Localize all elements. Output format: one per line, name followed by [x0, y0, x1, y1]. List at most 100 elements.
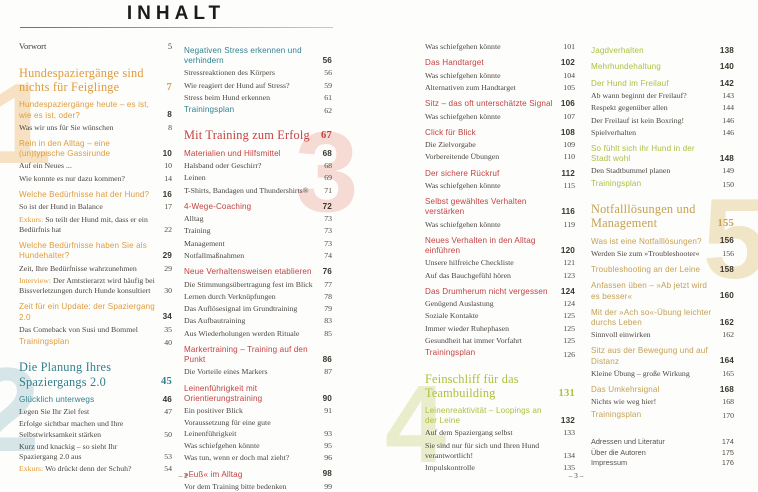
- toc-entry-page: 73: [324, 226, 332, 236]
- toc-entry-page: 132: [560, 416, 575, 426]
- toc-entry-page: 10: [162, 149, 172, 159]
- toc-entry-page: 115: [563, 181, 575, 190]
- toc-entry-page: 68: [324, 160, 332, 170]
- toc-entry-page: 56: [324, 68, 332, 78]
- toc-entry-page: 170: [722, 410, 734, 420]
- toc-entry-page: 144: [722, 103, 734, 113]
- toc-entry: Unsere hilfreiche Checkliste 121: [425, 258, 575, 268]
- toc-entry: Was schiefgehen könnte 115: [425, 181, 575, 191]
- toc-entry-label: Wie konnte es nur dazu kommen?: [19, 173, 125, 183]
- toc-entry: Auf ein Neues ... 10: [19, 161, 172, 171]
- toc-entry-label: Halsband oder Geschirr?: [184, 160, 262, 170]
- toc-entry-page: 156: [722, 248, 734, 258]
- toc-entry-page: 72: [322, 201, 332, 211]
- toc-entry-label: Was schiefgehen könnte: [425, 70, 501, 80]
- toc-entry: Troubleshooting an der Leine 158: [591, 265, 734, 275]
- toc-entry: Immer wieder Ruhephasen 125: [425, 324, 575, 334]
- toc-entry-label: Trainingsplan: [591, 409, 642, 419]
- toc-entry-label: Die Planung Ihres Spaziergangs 2.0: [19, 360, 112, 389]
- toc-entry-label: Das Auflösesignal im Grundtraining: [184, 304, 298, 314]
- toc-entry: Über die Autoren 175: [591, 448, 734, 458]
- toc-entry-page: 108: [560, 127, 575, 137]
- page-number-left: – 2 –: [178, 471, 194, 480]
- toc-entry-label: Der Freilauf ist kein Boxring!: [591, 115, 685, 125]
- toc-entry-label: Notfalllösungen und Management: [591, 201, 696, 231]
- toc-entry-page: 76: [322, 267, 332, 277]
- toc-entry-label: Glücklich unterwegs: [19, 394, 95, 404]
- toc-entry-label: Ab wann beginnt der Freilauf?: [591, 90, 687, 100]
- toc-entry-page: 131: [558, 387, 575, 399]
- toc-entry: Ab wann beginnt der Freilauf? 143: [591, 91, 734, 101]
- page-title: INHALT: [126, 3, 226, 24]
- toc-entry-label: Vorwort: [19, 42, 47, 51]
- toc-entry-page: 99: [324, 481, 332, 491]
- toc-entry: Vorwort 5: [19, 42, 172, 53]
- toc-entry-page: 150: [722, 179, 734, 189]
- toc-entry: Was wir uns für Sie wünschen 8: [19, 123, 172, 133]
- toc-entry-page: 146: [722, 127, 734, 137]
- toc-entry-prefix: Exkurs:: [19, 464, 46, 474]
- toc-entry-label: Stressreaktionen des Körpers: [184, 68, 275, 78]
- toc-entry-page: 126: [563, 349, 575, 359]
- toc-entry: Was schiefgehen könnte 119: [425, 220, 575, 230]
- toc-entry-page: 77: [324, 279, 332, 289]
- toc-entry-page: 158: [719, 265, 734, 275]
- toc-entry: Jagdverhalten 138: [591, 46, 734, 56]
- toc-entry: Aus Wiederholungen werden Rituale 85: [184, 329, 332, 339]
- toc-entry: Die Planung Ihres Spaziergangs 2.0 45: [19, 360, 172, 389]
- toc-entry-page: 59: [324, 80, 332, 90]
- toc-entry-page: 107: [563, 111, 575, 121]
- toc-entry-page: 146: [722, 115, 734, 125]
- toc-entry-page: 142: [719, 78, 734, 88]
- toc-entry-page: 155: [717, 218, 734, 230]
- toc-entry: Wie konnte es nur dazu kommen? 14: [19, 174, 172, 184]
- toc-entry: Negativen Stress erkennen und verhindern…: [184, 46, 332, 66]
- toc-entry-page: 105: [563, 82, 575, 92]
- toc-entry-label: Spielverhalten: [591, 127, 637, 137]
- toc-entry-label: Alternativen zum Handtarget: [425, 82, 516, 92]
- toc-entry-label: Adressen und Literatur: [591, 436, 665, 446]
- toc-entry: Anfassen üben – »Ab jetzt wird es besser…: [591, 281, 734, 301]
- toc-entry-page: 22: [164, 224, 172, 234]
- toc-entry: Hundespaziergänge heute – es ist, wie es…: [19, 100, 172, 120]
- toc-entry: Impressum 176: [591, 458, 734, 468]
- toc-entry-page: 34: [162, 312, 172, 322]
- toc-entry-label: Sitz aus der Bewegung und auf Distanz: [591, 346, 708, 366]
- toc-entry-label: Neue Verhaltensweisen etablieren: [184, 267, 312, 277]
- toc-entry: Selbst gewähltes Verhalten verstärken 116: [425, 197, 575, 217]
- toc-entry: Rein in den Alltag – eine (un)typische G…: [19, 139, 172, 159]
- toc-entry: Mit Training zum Erfolg 67: [184, 128, 332, 142]
- toc-entry-page: 7: [166, 82, 172, 94]
- toc-entry: Kurz und knackig – so sieht Ihr Spazierg…: [19, 442, 172, 463]
- toc-entry: Zeit, Ihre Bedürfnisse wahrzunehmen 29: [19, 264, 172, 274]
- toc-entry: Leinenführigkeit mit Orientierungstraini…: [184, 384, 332, 404]
- toc-entry: 4-Wege-Coaching 72: [184, 202, 332, 212]
- toc-entry-label: Ein positiver Blick: [184, 406, 243, 416]
- toc-entry-page: 50: [164, 429, 172, 439]
- toc-entry: Neue Verhaltensweisen etablieren 76: [184, 267, 332, 277]
- toc-entry: Training 73: [184, 226, 332, 236]
- toc-entry: Der sichere Rückruf 112: [425, 169, 575, 179]
- toc-entry: Interview: Der Amtstierarzt wird häufig …: [19, 276, 172, 297]
- toc-entry-page: 71: [324, 185, 332, 195]
- toc-entry-label: Was schiefgehen könnte: [184, 440, 260, 450]
- toc-entry-page: 17: [164, 202, 172, 212]
- toc-entry-label: Leinenreaktivität – Loopings an der Lein…: [425, 406, 542, 426]
- toc-entry-label: Jagdverhalten: [591, 46, 644, 56]
- toc-entry: Halsband oder Geschirr? 68: [184, 161, 332, 171]
- toc-entry: Trainingsplan 170: [591, 410, 734, 420]
- toc-entry-label: Das Drumherum nicht vergessen: [425, 287, 548, 297]
- toc-entry: Voraussetzung für eine gute Leinenführig…: [184, 418, 332, 439]
- toc-entry-label: Anfassen üben – »Ab jetzt wird es besser…: [591, 281, 708, 301]
- toc-entry-label: Sitz – das oft unterschätzte Signal: [425, 99, 553, 109]
- toc-entry-label: Kurz und knackig – so sieht Ihr Spazierg…: [19, 441, 118, 462]
- toc-entry: Markertraining – Training auf den Punkt 8…: [184, 345, 332, 365]
- toc-entry-label: Lernen durch Verknüpfungen: [184, 291, 276, 301]
- toc-entry: Den Stadtbummel planen 149: [591, 166, 734, 176]
- toc-entry-page: 125: [563, 323, 575, 333]
- toc-entry-page: 125: [563, 336, 575, 346]
- toc-entry-page: 46: [162, 394, 172, 404]
- toc-entry: Erfolge sichtbar machen und Ihre Selbstw…: [19, 419, 172, 440]
- toc-entry: Welche Bedürfnisse haben Sie als Hundeha…: [19, 241, 172, 261]
